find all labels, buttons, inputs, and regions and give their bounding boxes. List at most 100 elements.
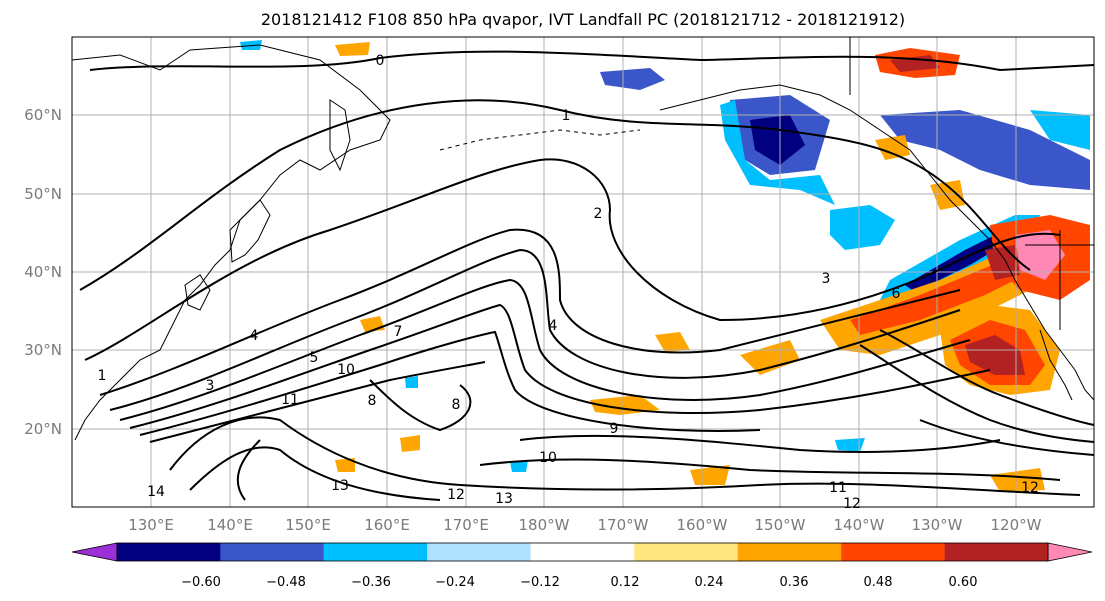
contour-label: 12 xyxy=(1021,480,1039,496)
colorbar-tick-label: 0.60 xyxy=(949,575,978,590)
contour-label: 5 xyxy=(310,350,319,366)
contour-label: 1 xyxy=(98,368,107,384)
longitude-labels: 130°E 140°E 150°E 160°E 170°E 180°W 170°… xyxy=(128,516,1041,534)
positive-anomaly-yukon xyxy=(875,135,910,160)
colorbar-segments xyxy=(71,542,1093,562)
colorbar-frame xyxy=(116,542,1049,562)
contour-label: 4 xyxy=(250,328,259,344)
coastline-alaska xyxy=(659,84,971,221)
colorbar-tick-label: 0.24 xyxy=(695,575,724,590)
negative-anomaly-gulf-edge xyxy=(1030,110,1090,150)
colorbar-tick-label: −0.36 xyxy=(351,575,391,590)
colorbar-extend-low xyxy=(71,542,118,562)
contour-label: 6 xyxy=(892,286,901,302)
coastline-korea xyxy=(184,274,211,311)
coastline-na-west xyxy=(969,219,1095,401)
negative-anomaly-s1 xyxy=(835,438,865,452)
colorbar-segment xyxy=(220,543,324,561)
positive-anomaly-band-core xyxy=(850,250,1035,335)
map-frame xyxy=(71,36,1095,508)
gridlines xyxy=(72,37,1094,507)
contour-label: 7 xyxy=(394,324,403,340)
contour-label: 3 xyxy=(206,378,215,394)
positive-anomaly-s4 xyxy=(335,458,355,472)
lon-label: 140°W xyxy=(834,516,885,534)
latitude-labels: 60°N 50°N 40°N 30°N 20°N xyxy=(24,106,62,438)
negative-anomaly-gulf xyxy=(880,110,1090,190)
contour-label: 11 xyxy=(281,392,299,408)
contour-label: 12 xyxy=(843,496,861,512)
map-panel: 0 1 1 2 3 3 4 4 5 6 7 8 8 9 10 10 11 11 … xyxy=(71,36,1095,512)
negative-anomaly-alaska-edge xyxy=(720,100,835,205)
contour-10 xyxy=(479,458,1061,481)
contour-label: 9 xyxy=(610,421,619,437)
negative-anomaly-s4 xyxy=(240,40,262,50)
contour-0 xyxy=(89,50,1095,72)
contour-label: 12 xyxy=(447,487,465,503)
negative-anomaly-s2 xyxy=(405,376,418,388)
contour-8 xyxy=(149,361,486,443)
lon-label: 120°W xyxy=(991,516,1042,534)
positive-anomaly-s2 xyxy=(990,468,1045,492)
colorbar-segment xyxy=(323,543,428,561)
colorbar-segment xyxy=(117,543,221,561)
coastlines xyxy=(71,37,1095,441)
contour-13 xyxy=(879,329,1095,426)
contour-label: 11 xyxy=(829,480,847,496)
aleutian-islands xyxy=(439,129,641,151)
colorbar-tick-label: 0.48 xyxy=(864,575,893,590)
contour-label: 8 xyxy=(368,393,377,409)
lat-label: 50°N xyxy=(24,185,62,203)
lon-label: 170°E xyxy=(443,516,489,534)
lon-label: 160°E xyxy=(364,516,410,534)
lon-label: 150°E xyxy=(285,516,331,534)
colorbar-segment xyxy=(841,543,945,561)
contour-4 xyxy=(109,248,961,411)
contour-6 xyxy=(129,303,991,429)
positive-anomaly-s3 xyxy=(400,435,420,452)
contour-label: 3 xyxy=(822,271,831,287)
contour-12 xyxy=(189,446,441,501)
colorbar-tick-label: −0.48 xyxy=(266,575,306,590)
positive-anomaly-mid2 xyxy=(740,340,800,375)
lat-label: 30°N xyxy=(24,341,62,359)
negative-anomaly-s3 xyxy=(510,460,528,472)
contour-9 xyxy=(519,434,1001,453)
negative-anomaly-bc xyxy=(830,205,895,250)
contour-3 xyxy=(99,228,961,396)
contour-7 xyxy=(139,330,761,436)
contour-17 xyxy=(369,379,472,432)
colorbar-tick-label: −0.12 xyxy=(520,575,560,590)
coastline-japan xyxy=(229,199,271,263)
lon-label: 170°W xyxy=(598,516,649,534)
colorbar-segment xyxy=(737,543,842,561)
lat-label: 20°N xyxy=(24,420,62,438)
colorbar-tick-label: −0.24 xyxy=(435,575,475,590)
contours xyxy=(79,50,1095,501)
contour-16 xyxy=(236,439,261,501)
lat-label: 40°N xyxy=(24,263,62,281)
lon-label: 140°E xyxy=(207,516,253,534)
contour-label: 14 xyxy=(147,484,165,500)
positive-anomaly-w2 xyxy=(335,42,370,56)
colorbar-segment xyxy=(530,543,635,561)
contour-label: 8 xyxy=(452,397,461,413)
colorbar-tick-label: 0.36 xyxy=(780,575,809,590)
colorbar-segment xyxy=(944,543,1048,561)
positive-anomaly-mid3 xyxy=(655,332,690,352)
contour-5 xyxy=(119,278,971,421)
contour-15 xyxy=(919,419,1095,456)
contour-label: 10 xyxy=(337,362,355,378)
contour-14 xyxy=(859,344,1095,443)
contour-label: 2 xyxy=(594,206,603,222)
contour-label: 10 xyxy=(539,450,557,466)
contour-labels: 0 1 1 2 3 3 4 4 5 6 7 8 8 9 10 10 11 11 … xyxy=(98,53,1039,512)
contour-label: 13 xyxy=(495,491,513,507)
coastline-kamchatka xyxy=(329,99,351,172)
lon-label: 180°W xyxy=(519,516,570,534)
lat-label: 60°N xyxy=(24,106,62,124)
coastline-asia xyxy=(71,44,391,441)
positive-anomaly-s1 xyxy=(690,465,730,485)
lon-label: 130°W xyxy=(912,516,963,534)
